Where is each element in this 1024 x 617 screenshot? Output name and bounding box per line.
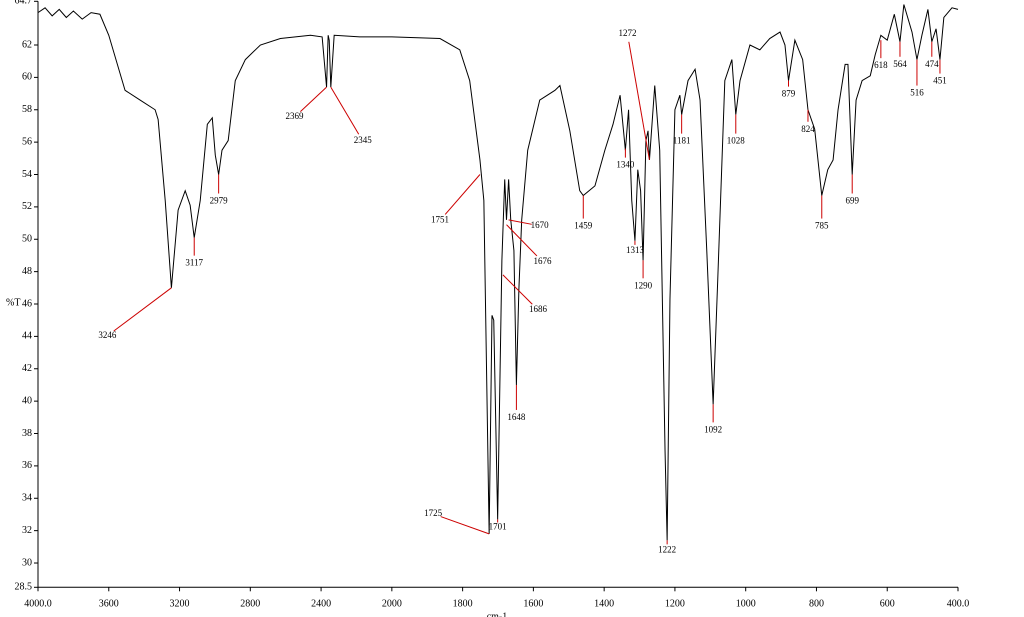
peak-label: 2979 xyxy=(210,196,229,206)
peak-leader xyxy=(330,86,360,135)
y-tick-label: 48 xyxy=(22,266,32,277)
y-tick-label: 40 xyxy=(22,395,32,406)
peak-label: 618 xyxy=(874,60,888,70)
peak-leader xyxy=(444,174,481,215)
peak-label: 1340 xyxy=(616,160,635,170)
peak-label: 1459 xyxy=(574,221,593,231)
peak-label: 785 xyxy=(815,221,829,231)
peak-leader xyxy=(300,86,327,112)
y-tick-label: 36 xyxy=(22,460,32,471)
x-tick-label: 3200 xyxy=(170,599,190,610)
peak-label: 1648 xyxy=(507,412,526,422)
peak-label: 451 xyxy=(933,76,947,86)
peak-label: 1670 xyxy=(531,220,550,230)
peak-label: 699 xyxy=(845,196,859,206)
peak-label: 879 xyxy=(782,89,796,99)
x-axis-label: cm-1 xyxy=(487,611,508,617)
x-tick-label: 1400 xyxy=(594,599,614,610)
y-axis-label: %T xyxy=(6,297,20,308)
y-tick-label: 42 xyxy=(22,363,32,374)
peak-label: 1676 xyxy=(533,256,552,266)
y-tick-label: 32 xyxy=(22,525,32,536)
peak-label: 3117 xyxy=(185,258,203,268)
x-tick-label: 1800 xyxy=(453,599,473,610)
peak-label: 564 xyxy=(893,59,907,69)
y-tick-label: 56 xyxy=(22,136,32,147)
peak-label: 1222 xyxy=(658,544,676,554)
x-tick-label: 400.0 xyxy=(947,599,970,610)
y-tick-label: 52 xyxy=(22,201,32,212)
y-tick-label: 54 xyxy=(22,169,32,180)
y-tick-label: 28.5 xyxy=(15,582,33,593)
y-tick-label: 60 xyxy=(22,72,32,83)
y-tick-label: 50 xyxy=(22,234,32,245)
spectrum-line xyxy=(37,4,959,541)
peak-label: 1028 xyxy=(727,136,746,146)
peak-label: 1686 xyxy=(529,304,548,314)
y-tick-label: 34 xyxy=(22,493,32,504)
x-tick-label: 1200 xyxy=(665,599,685,610)
peak-leader xyxy=(508,219,532,225)
y-tick-label: 58 xyxy=(22,104,32,115)
peak-label: 474 xyxy=(925,59,939,69)
y-tick-label: 44 xyxy=(22,331,32,342)
peak-leader xyxy=(113,287,172,332)
x-tick-label: 800 xyxy=(809,599,824,610)
peak-leader xyxy=(628,41,650,161)
peak-label: 2369 xyxy=(286,111,305,121)
peak-leader xyxy=(506,224,538,257)
peak-label: 516 xyxy=(910,88,924,98)
x-tick-label: 1600 xyxy=(523,599,543,610)
x-tick-label: 2000 xyxy=(382,599,402,610)
y-tick-label: 64.7 xyxy=(15,0,33,7)
peak-label: 1313 xyxy=(626,245,645,255)
y-tick-label: 30 xyxy=(22,557,32,568)
peak-label: 1272 xyxy=(618,28,636,38)
peak-leader xyxy=(502,274,533,305)
peak-label: 3246 xyxy=(98,330,117,340)
peak-label: 1181 xyxy=(673,136,691,146)
peak-label: 824 xyxy=(801,124,815,134)
x-tick-label: 2800 xyxy=(240,599,260,610)
peak-leader xyxy=(440,516,490,535)
peak-label: 1701 xyxy=(489,521,507,531)
peak-label: 1725 xyxy=(424,508,443,518)
x-tick-label: 2400 xyxy=(311,599,331,610)
y-tick-label: 62 xyxy=(22,39,32,50)
peak-label: 2345 xyxy=(354,135,373,145)
x-tick-label: 1000 xyxy=(736,599,756,610)
x-tick-label: 4000.0 xyxy=(24,599,52,610)
y-tick-label: 46 xyxy=(22,298,32,309)
y-tick-label: 38 xyxy=(22,428,32,439)
peak-label: 1290 xyxy=(634,280,653,290)
peak-label: 1751 xyxy=(431,215,449,225)
peak-label: 1092 xyxy=(704,424,722,434)
x-tick-label: 600 xyxy=(880,599,895,610)
x-tick-label: 3600 xyxy=(99,599,119,610)
